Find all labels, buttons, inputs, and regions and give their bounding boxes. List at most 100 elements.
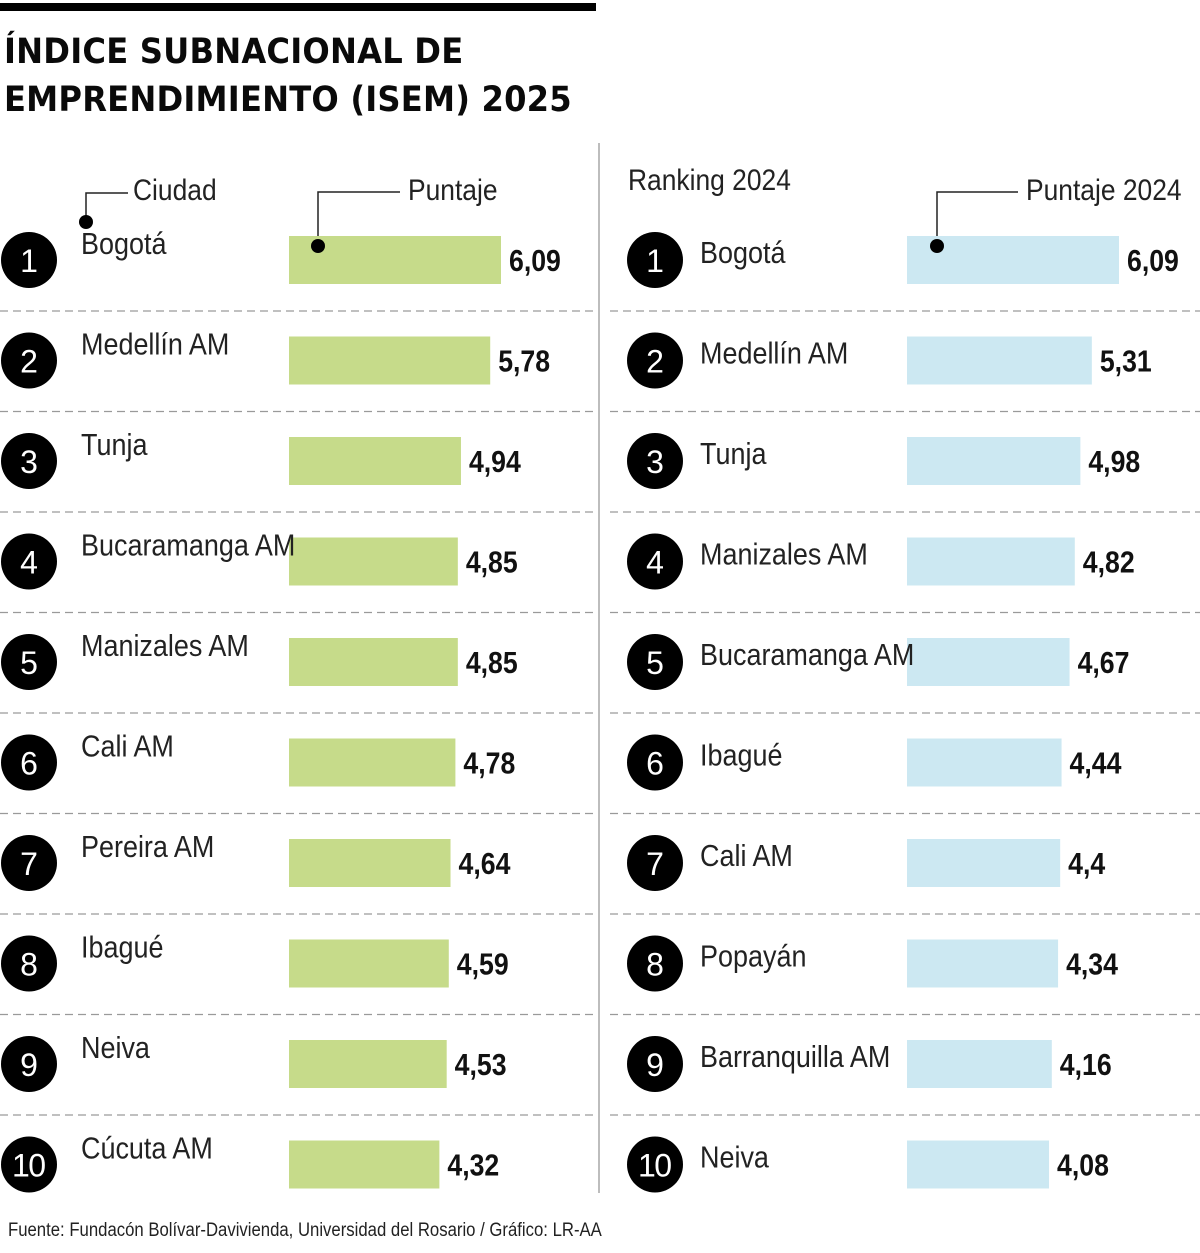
value-leader-dot: [311, 239, 325, 253]
header-value-label: Puntaje: [408, 172, 498, 206]
city-name: Medellín AM: [81, 328, 229, 362]
bar: [289, 537, 458, 586]
rank-number: 6: [646, 746, 664, 782]
header-ranking-label: Ranking 2024: [628, 162, 791, 196]
bar-charts: Ciudad Puntaje 1 Bogotá 6,09 2 Medellín AM 5,78…: [0, 162, 1200, 1193]
chart-title: ÍNDICE SUBNACIONAL DE EMPRENDIMIENTO (IS…: [4, 28, 574, 124]
value-label: 4,85: [466, 646, 518, 680]
value-label: 6,09: [509, 244, 561, 278]
rank-badge: [1, 734, 57, 791]
rank-badge: [1, 232, 57, 288]
rank-badge: [627, 634, 683, 690]
city-name: Medellín AM: [700, 337, 848, 371]
city-name: Cali AM: [700, 839, 793, 873]
value-label: 4,67: [1078, 646, 1130, 680]
rank-number: 8: [646, 947, 664, 983]
city-name: Popayán: [700, 940, 806, 974]
city-name: Tunja: [81, 428, 148, 462]
rank-badge: [627, 1136, 683, 1193]
value-label: 4,53: [455, 1048, 507, 1082]
value-label: 6,09: [1127, 244, 1179, 278]
city-name: Neiva: [700, 1141, 770, 1175]
bar: [289, 638, 458, 686]
rank-number: 4: [646, 545, 664, 581]
rank-badge: [1, 332, 57, 389]
city-name: Ibagué: [700, 739, 782, 773]
rank-number: 7: [20, 846, 38, 882]
bar: [907, 1140, 1050, 1189]
rank-badge: [627, 433, 683, 489]
value-label: 4,59: [457, 948, 509, 982]
bar: [289, 738, 456, 787]
rank-badge: [1, 634, 57, 690]
city-name: Cali AM: [81, 730, 174, 764]
rank-badge: [1, 533, 57, 590]
value-label: 4,82: [1083, 546, 1135, 580]
bar: [289, 839, 451, 887]
bar: [907, 1040, 1052, 1088]
top-rule: [0, 3, 596, 11]
city-name: Bogotá: [700, 236, 786, 270]
rank-number: 2: [20, 344, 38, 380]
rank-badge: [1, 935, 57, 992]
rank-number: 10: [638, 1148, 672, 1184]
value-label: 5,31: [1100, 345, 1152, 379]
title-line-1: ÍNDICE SUBNACIONAL DE: [4, 32, 464, 72]
rank-badge: [627, 332, 683, 389]
value-label: 4,34: [1066, 948, 1118, 982]
bar: [907, 336, 1092, 385]
value-leader-line: [936, 191, 1018, 246]
city-name: Bogotá: [81, 227, 167, 261]
header-city-label: Ciudad: [133, 172, 217, 206]
rank-number: 10: [12, 1148, 46, 1184]
rank-number: 9: [646, 1047, 664, 1083]
city-name: Bucaramanga AM: [81, 529, 295, 563]
value-leader-dot: [930, 239, 944, 253]
rank-badge: [627, 734, 683, 791]
bar: [289, 1140, 440, 1189]
city-name: Manizales AM: [81, 629, 249, 663]
rank-badge: [1, 835, 57, 891]
value-label: 4,44: [1070, 747, 1122, 781]
bar: [907, 738, 1062, 787]
rank-number: 1: [20, 243, 38, 279]
bar: [289, 939, 449, 988]
city-name: Tunja: [700, 437, 767, 471]
city-name: Manizales AM: [700, 538, 868, 572]
city-leader-dot: [79, 215, 93, 229]
bar: [289, 1040, 447, 1088]
rank-badge: [627, 232, 683, 288]
bar: [907, 437, 1081, 485]
city-name: Ibagué: [81, 931, 163, 965]
value-label: 4,4: [1068, 847, 1105, 881]
bar: [907, 537, 1075, 586]
rank-badge: [1, 1136, 57, 1193]
value-label: 4,94: [469, 445, 521, 479]
city-leader-line: [85, 192, 128, 222]
bar: [907, 939, 1059, 988]
rank-badge: [1, 433, 57, 489]
rank-badge: [627, 835, 683, 891]
value-label: 5,78: [498, 345, 550, 379]
rank-badge: [627, 935, 683, 992]
value-label: 4,98: [1088, 445, 1140, 479]
rank-number: 9: [20, 1047, 38, 1083]
rank-number: 4: [20, 545, 38, 581]
rank-number: 1: [646, 243, 664, 279]
city-name: Cúcuta AM: [81, 1132, 213, 1166]
city-name: Pereira AM: [81, 830, 214, 864]
rank-badge: [627, 1036, 683, 1092]
source-footer: Fuente: Fundacón Bolívar-Davivienda, Uni…: [8, 1220, 602, 1241]
rank-number: 2: [646, 344, 664, 380]
rank-number: 7: [646, 846, 664, 882]
bar: [907, 839, 1061, 887]
city-name: Bucaramanga AM: [700, 638, 914, 672]
rank-badge: [1, 1036, 57, 1092]
title-line-2: EMPRENDIMIENTO (ISEM) 2025: [4, 80, 572, 120]
bar: [907, 638, 1070, 686]
value-label: 4,78: [463, 747, 515, 781]
rank-number: 3: [646, 444, 664, 480]
city-name: Barranquilla AM: [700, 1040, 890, 1074]
header-value-label: Puntaje 2024: [1026, 172, 1182, 206]
rank-number: 3: [20, 444, 38, 480]
